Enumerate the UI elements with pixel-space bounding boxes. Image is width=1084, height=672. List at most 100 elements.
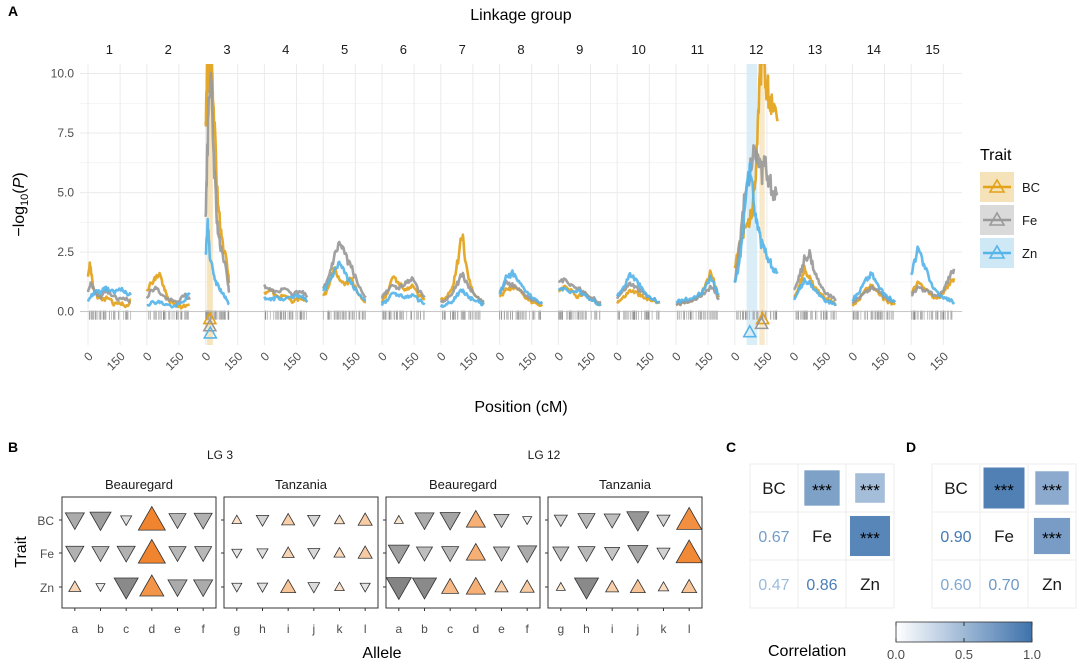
allele-label: j [311,622,315,636]
signif-stars: *** [860,481,880,500]
allele-effect-triangle [680,578,698,594]
allele-effect-triangle [68,580,82,592]
legend-key-triangle-fe [988,211,1006,226]
allele-effect-triangle [359,582,371,593]
linkage-group-label: 5 [341,42,348,57]
x-tick-label: 0 [199,349,214,364]
panel-letter-a: A [8,3,18,19]
allele-label: l [688,622,691,636]
x-tick-label: 150 [163,349,187,373]
colorbar-tick-label: 0.0 [887,647,905,662]
allele-label: l [364,622,367,636]
x-tick-label: 0 [904,349,919,364]
allele-effect-triangle [553,514,569,528]
allele-effect-triangle [307,548,321,560]
allele-label: k [661,622,668,636]
linkage-group-label: 1 [106,42,113,57]
corr-value: 0.70 [988,577,1019,594]
x-tick-label: 0 [316,349,331,364]
linkage-group-label: 14 [867,42,881,57]
allele-label: d [148,622,155,636]
corr-value: 0.67 [758,529,789,546]
x-tick-label: 150 [692,349,716,373]
panel-letter-d: D [906,439,916,455]
allele-panel-frame [61,496,217,609]
legend-label-fe: Fe [1022,213,1037,228]
allele-effect-triangle [91,546,110,563]
allele-effect-triangle [577,546,596,563]
linkage-group-label: 12 [749,42,763,57]
x-tick-label: 150 [868,349,892,373]
trace-zn-lg15 [910,245,956,305]
qtl-interval-band [207,64,213,345]
trace-zn-lg14 [851,271,897,304]
x-tick-label: 0 [728,349,743,364]
legend-key-triangle-zn [988,244,1006,259]
allele-label: d [472,622,479,636]
allele-effect-triangle [675,506,703,530]
trace-zn-lg5 [322,260,367,302]
allele-label: f [201,622,205,636]
allele-effect-triangle [119,515,133,527]
allele-effect-triangle [385,577,413,601]
linkage-group-label: 9 [576,42,583,57]
trace-zn-lg12 [733,162,779,284]
legend-key-triangle-bc [988,178,1006,193]
allele-effect-triangle [256,548,269,560]
trait-label: Zn [40,581,54,595]
trace-zn-lg8 [498,269,543,305]
allele-panel-frame [223,496,379,609]
corr-square [1033,517,1071,555]
x-tick-label: 150 [574,349,598,373]
trace-bc-lg1 [86,261,132,309]
diag-label: Zn [1042,575,1062,594]
x-tick-label: 0 [81,349,96,364]
linkage-group-label: 13 [808,42,822,57]
x-tick-label: 150 [104,349,128,373]
signif-stars: *** [1042,529,1062,548]
trace-zn-lg4 [263,293,309,303]
y-axis-title-close: ) [11,172,28,177]
allele-effect-triangle [334,581,345,591]
corr-value: 0.60 [940,577,971,594]
allele-label: b [97,622,104,636]
allele-effect-triangle [307,582,321,594]
corr-cell [845,559,895,609]
legend-label-zn: Zn [1022,246,1037,261]
qtl-triangle-zn [202,325,218,339]
linkage-group-label: 8 [517,42,524,57]
allele-effect-triangle [492,546,511,562]
allele-effect-triangle [193,546,213,563]
colorbar-tick-label: 0.5 [955,647,973,662]
x-tick-label: 0 [434,349,449,364]
diag-label: Fe [812,527,832,546]
allele-label: e [174,622,181,636]
allele-label: j [635,622,639,636]
trace-fe-lg14 [851,285,896,305]
allele-label: c [123,622,129,636]
allele-effect-triangle [279,578,297,594]
allele-effect-triangle [333,514,346,525]
allele-effect-triangle [465,542,487,561]
allele-effect-triangle [65,545,85,563]
trace-fe-lg4 [263,284,309,299]
allele-label: k [337,622,344,636]
allele-label: e [498,622,505,636]
diag-label: BC [944,479,968,498]
allele-effect-triangle [280,512,296,526]
corr-square [1035,471,1069,505]
trace-fe-lg6 [380,276,426,299]
allele-effect-triangle [137,505,167,531]
allele-effect-triangle [440,577,460,594]
panel-b: Trait BC Fe Zn Allele LG 3 Beauregard a b c d e f Tan… [13,448,703,662]
panel-letter-c: C [726,439,736,455]
x-tick-label: 0 [493,349,508,364]
trace-zn-lg10 [615,271,661,304]
allele-effect-triangle [95,583,106,593]
x-axis-title: Allele [362,645,401,662]
panel-letter-b: B [8,439,18,455]
x-tick-label: 150 [339,349,363,373]
allele-effect-triangle [193,512,213,530]
allele-label: a [395,622,402,636]
y-axis-title-var: P [11,177,28,188]
